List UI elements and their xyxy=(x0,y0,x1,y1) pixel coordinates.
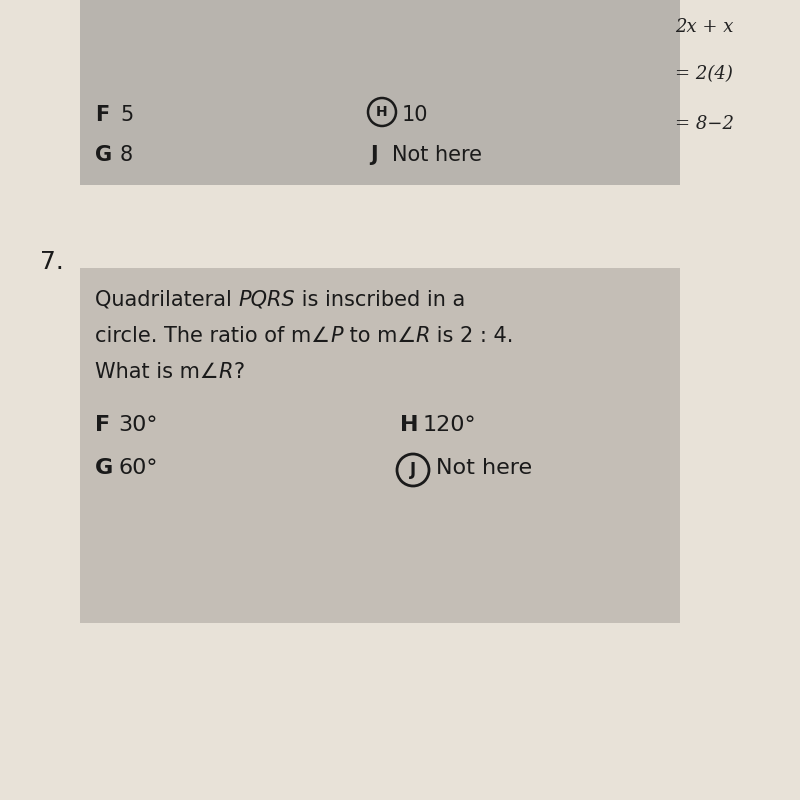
Text: PQRS: PQRS xyxy=(238,290,295,310)
Text: G: G xyxy=(95,145,112,165)
Text: = 2(4): = 2(4) xyxy=(675,65,733,83)
Bar xyxy=(80,268,680,623)
Text: 8: 8 xyxy=(120,145,133,165)
Text: F: F xyxy=(95,415,110,435)
Text: R: R xyxy=(218,362,233,382)
Text: J: J xyxy=(410,461,416,479)
Text: 10: 10 xyxy=(402,105,429,125)
Text: 2x + x: 2x + x xyxy=(675,18,734,36)
Text: 7.: 7. xyxy=(40,250,64,274)
Text: Not here: Not here xyxy=(392,145,482,165)
Text: Quadrilateral: Quadrilateral xyxy=(95,290,238,310)
Text: Not here: Not here xyxy=(436,458,532,478)
Text: 120°: 120° xyxy=(423,415,477,435)
Text: H: H xyxy=(376,105,388,119)
Text: P: P xyxy=(330,326,342,346)
Text: R: R xyxy=(416,326,430,346)
Text: J: J xyxy=(370,145,378,165)
Text: to m∠: to m∠ xyxy=(342,326,416,346)
Text: F: F xyxy=(95,105,110,125)
Text: is inscribed in a: is inscribed in a xyxy=(295,290,466,310)
Text: 60°: 60° xyxy=(118,458,158,478)
Text: 5: 5 xyxy=(120,105,134,125)
Text: 30°: 30° xyxy=(118,415,158,435)
Text: G: G xyxy=(95,458,114,478)
Text: H: H xyxy=(400,415,418,435)
Text: circle. The ratio of m∠: circle. The ratio of m∠ xyxy=(95,326,330,346)
Text: ?: ? xyxy=(233,362,244,382)
Text: is 2 : 4.: is 2 : 4. xyxy=(430,326,514,346)
Bar xyxy=(80,0,680,185)
Text: = 8−2: = 8−2 xyxy=(675,115,734,133)
Text: What is m∠: What is m∠ xyxy=(95,362,218,382)
